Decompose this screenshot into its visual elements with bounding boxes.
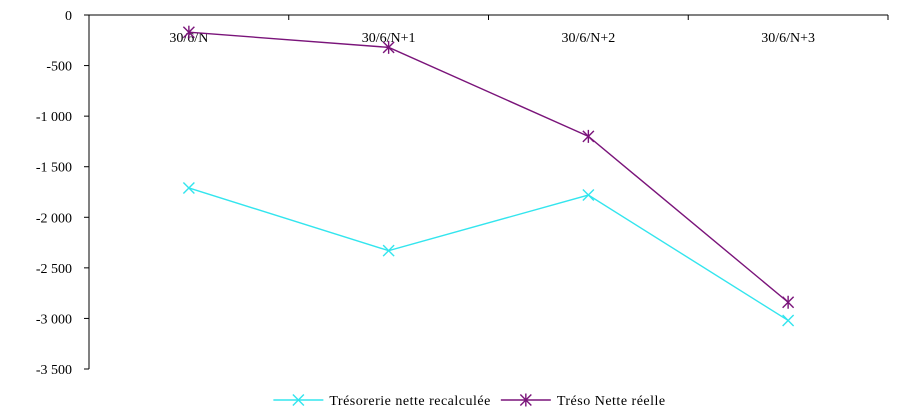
data-point: [382, 40, 395, 54]
y-tick-label: -3 500: [36, 363, 72, 378]
x-axis-ticks: 30/6/N 30/6/N+1 30/6/N+2 30/6/N+3: [88, 15, 889, 46]
series-line: [188, 31, 789, 303]
series-0: [182, 181, 795, 327]
chart-axes: [88, 14, 888, 369]
y-tick-label: -2 500: [36, 262, 72, 277]
y-tick-label: -3 000: [36, 312, 72, 327]
data-point: [582, 129, 595, 143]
series-line: [188, 187, 789, 322]
data-point: [382, 244, 395, 257]
legend-item: Trésorerie nette recalculée: [273, 394, 490, 409]
data-point: [782, 314, 795, 327]
legend-item: Tréso Nette réelle: [500, 393, 666, 409]
series-layer: [182, 25, 795, 327]
data-point: [782, 295, 795, 309]
y-tick-label: 0: [65, 9, 72, 24]
data-point: [182, 181, 195, 194]
data-point: [582, 189, 595, 202]
y-tick-label: -2 000: [36, 211, 72, 226]
x-category-label: 30/6/N+1: [362, 31, 416, 46]
y-axis-ticks: 0 -500 -1 000 -1 500 -2 000 -2 500 -3 000 -3 50…: [36, 9, 89, 378]
legend-label: Trésorerie nette recalculée: [329, 394, 490, 409]
legend: Trésorerie nette recalculée Tréso Nette r…: [273, 393, 666, 409]
legend-label: Tréso Nette réelle: [557, 394, 666, 409]
x-category-label: 30/6/N+3: [761, 31, 815, 46]
y-tick-label: -500: [46, 60, 72, 75]
data-point: [182, 25, 195, 39]
legend-swatch-marker: [519, 393, 532, 407]
series-1: [182, 25, 795, 309]
y-tick-label: -1 000: [36, 110, 72, 125]
x-category-label: 30/6/N+2: [561, 31, 615, 46]
legend-swatch-marker: [292, 394, 305, 406]
y-tick-label: -1 500: [36, 161, 72, 176]
